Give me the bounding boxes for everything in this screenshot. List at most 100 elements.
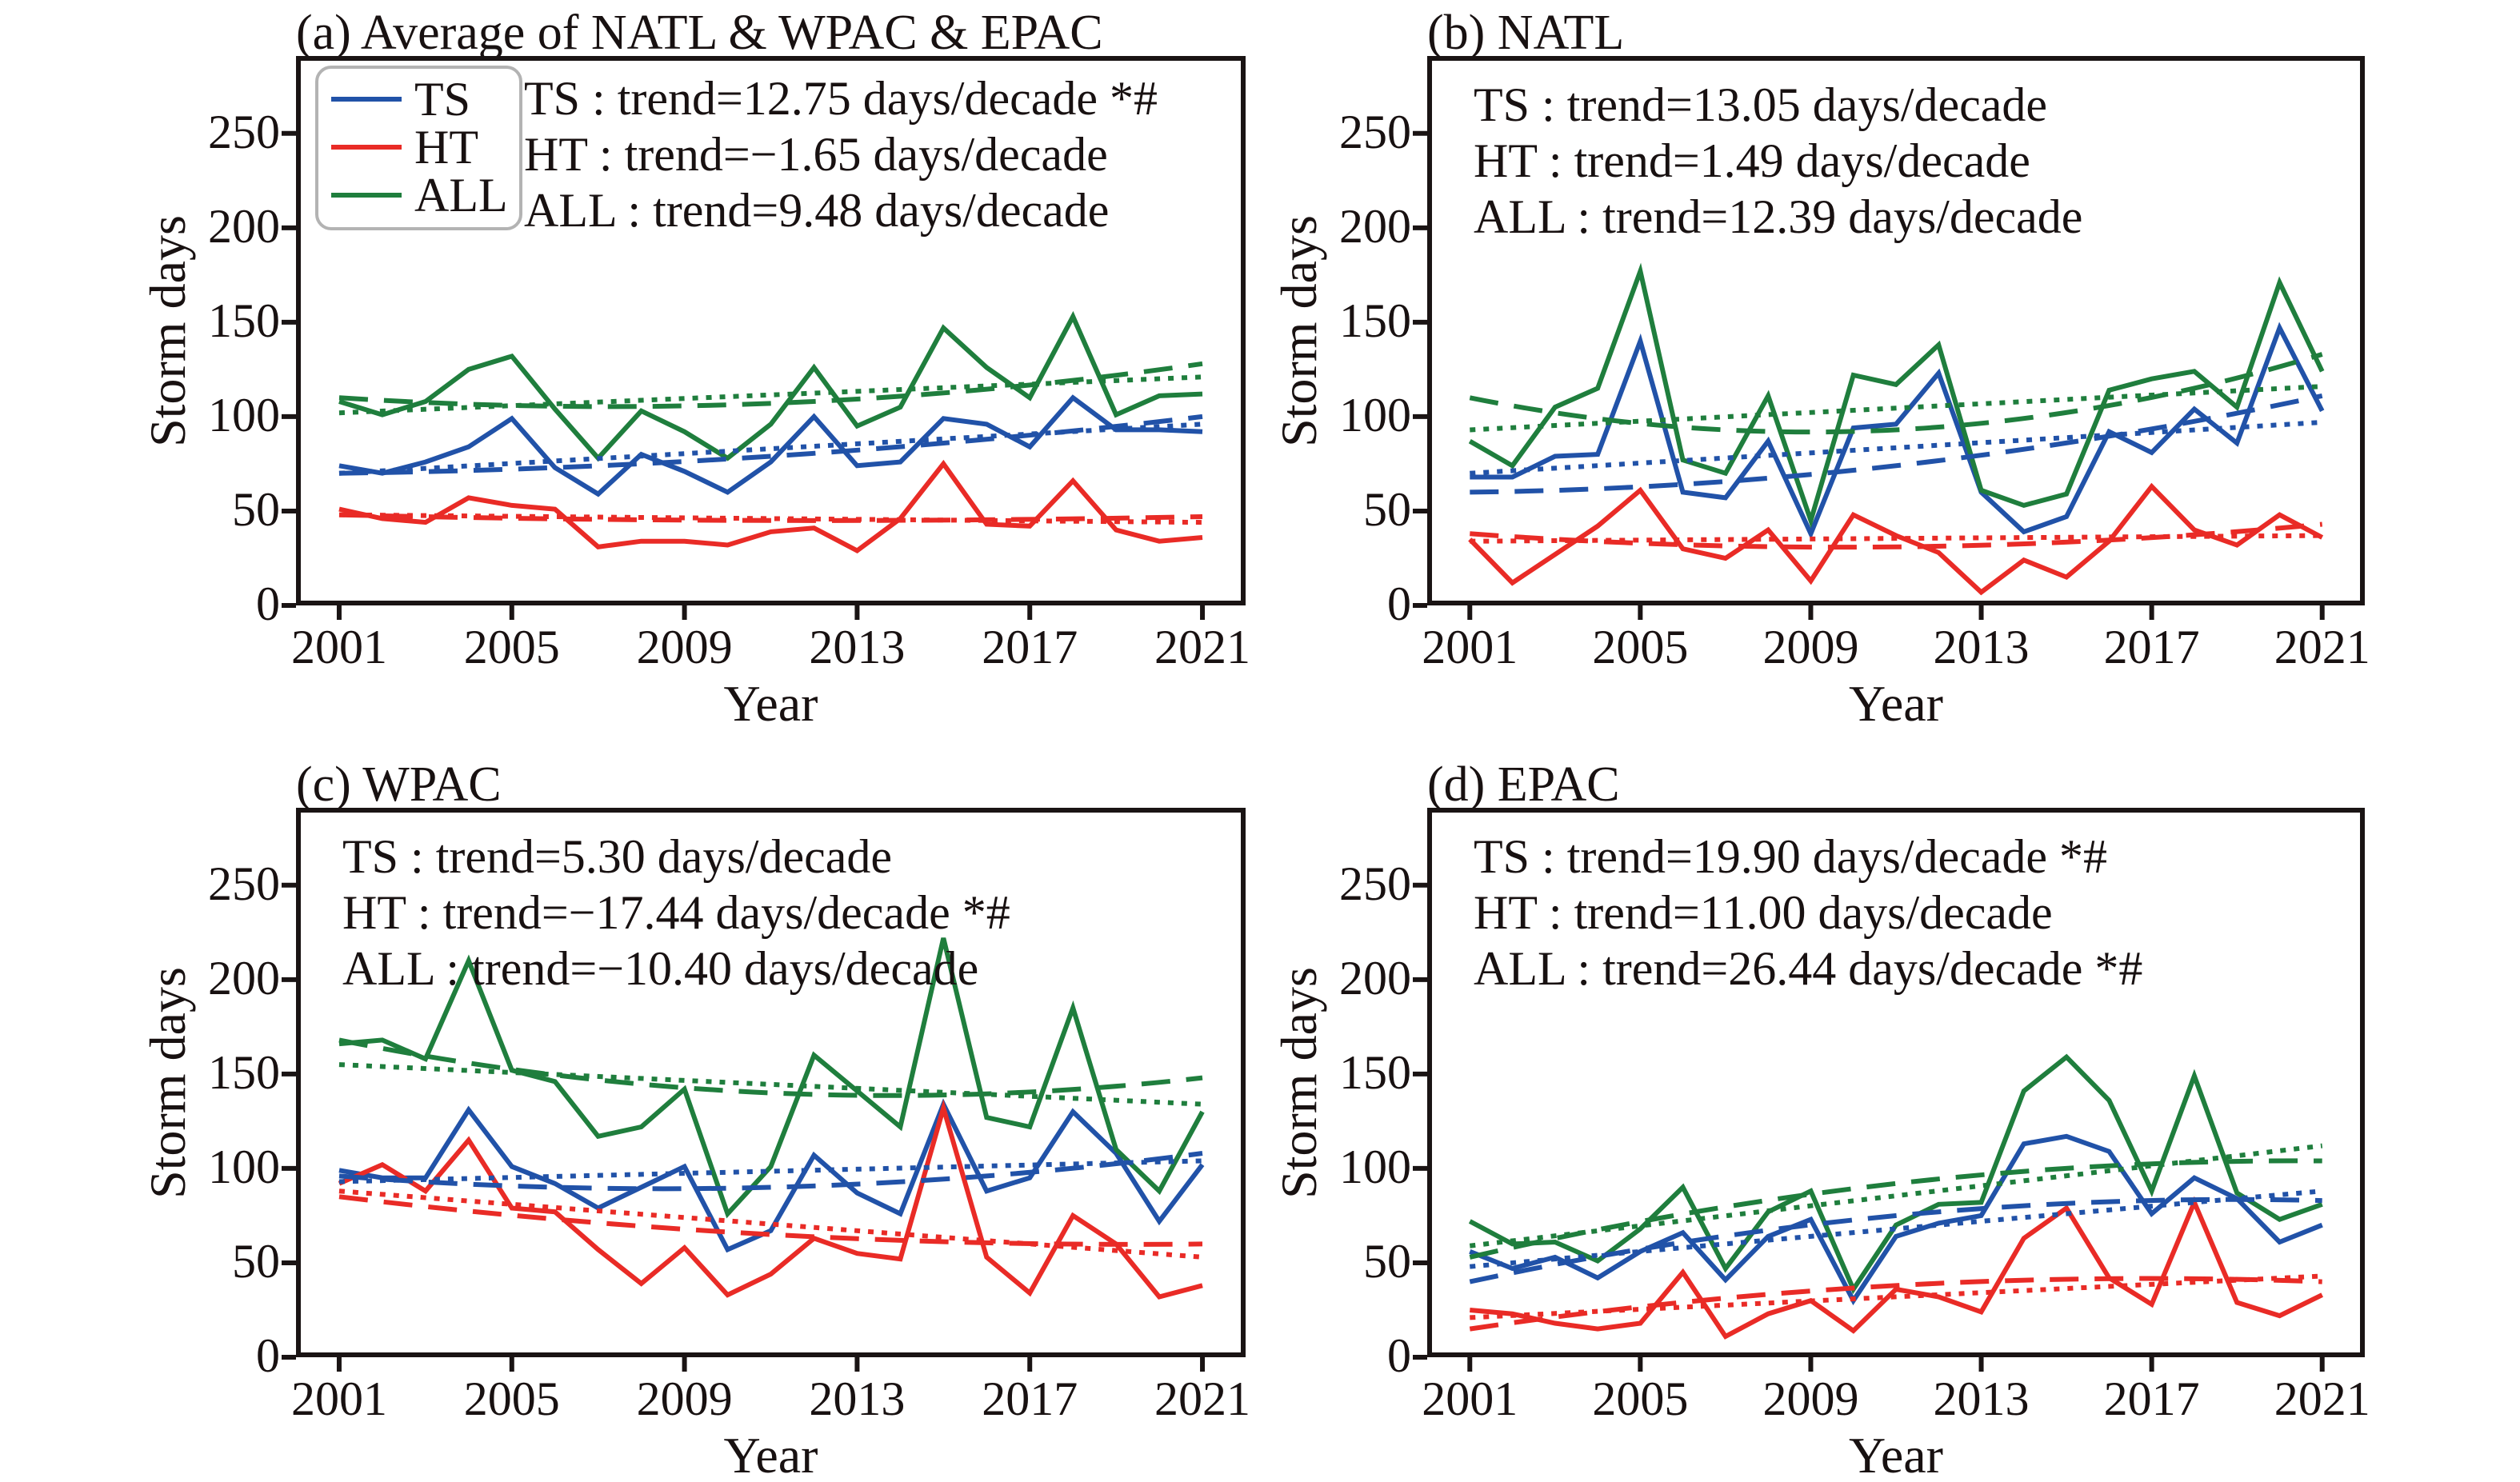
y-tick-label: 250 [1339,105,1411,158]
x-tick-label: 2021 [2274,621,2370,673]
line-HT-solid [1470,1196,2324,1340]
trend-ALL-dashed [338,361,1203,409]
trend-text-ts: TS : trend=13.05 days/decade [1474,78,2047,131]
trend-HT-dotted [338,1188,1203,1260]
x-tick-label: 2005 [1592,1372,1689,1425]
x-tick-label: 2017 [2103,1372,2200,1425]
x-tick-label: 2017 [982,621,1078,673]
y-tick-label: 250 [208,857,280,910]
line-TS-solid [1470,322,2325,540]
y-tick-label: 50 [1363,1235,1411,1288]
trend-HT-dotted [1470,1273,2322,1320]
x-tick-label: 2013 [1933,1372,2030,1425]
trend-text-all: ALL : trend=9.48 days/decade [524,184,1110,237]
line-ALL-solid [338,310,1203,462]
y-tick-label: 250 [1339,857,1411,910]
line-HT-solid [338,459,1203,554]
y-axis-label: Storm days [139,214,196,447]
trend-ALL-dashed [338,1037,1203,1098]
legend-box: TS HT ALL [315,66,522,230]
trend-TS-dotted [338,421,1203,476]
x-axis-label: Year [723,675,818,732]
y-tick-label: 200 [208,951,280,1005]
panel-title: (c) WPAC [296,757,502,812]
trend-text-ht: HT : trend=−17.44 days/decade *# [342,886,1010,939]
y-tick-label: 200 [1339,199,1411,253]
trend-text-ts: TS : trend=5.30 days/decade [342,830,892,883]
trend-TS-dotted [338,1158,1203,1184]
trend-TS-dashed [1469,1196,2322,1284]
panel-title: (d) EPAC [1427,757,1620,812]
panel-average: (a) Average of NATL & WPAC & EPAC Storm … [139,6,1250,732]
trend-HT-dashed [338,512,1203,523]
trend-text-ht: HT : trend=11.00 days/decade [1474,886,2053,939]
line-TS-solid [1469,1133,2323,1306]
trend-ALL-dotted [1469,1143,2323,1248]
legend-item-ht: HT [331,121,508,174]
x-tick-label: 2005 [463,621,560,673]
y-tick-label: 150 [208,1045,280,1099]
trend-annotations: TS : trend=19.90 days/decade *# HT : tre… [1474,829,2142,997]
panel-epac: (d) EPAC Storm days Year TS : trend=19.9… [1270,757,2370,1482]
y-tick-label: 0 [1387,577,1411,631]
y-tick-label: 0 [1387,1329,1411,1383]
x-tick-label: 2005 [463,1372,560,1425]
panel-title: (a) Average of NATL & WPAC & EPAC [296,6,1103,60]
trend-text-all: ALL : trend=−10.40 days/decade [342,942,979,995]
legend-item-ts: TS [331,73,508,126]
all-line-swatch [331,193,402,198]
x-tick-label: 2009 [1762,1372,1859,1425]
y-tick-label: 200 [208,199,280,253]
trend-TS-dashed [338,413,1203,476]
y-tick-label: 0 [256,1329,280,1383]
trend-TS-dotted [1470,420,2322,476]
trend-text-all: ALL : trend=26.44 days/decade *# [1474,942,2143,995]
x-tick-label: 2021 [1154,1372,1251,1425]
x-tick-label: 2013 [809,621,906,673]
x-tick-label: 2005 [1592,621,1689,673]
trend-HT-dashed [1470,521,2322,550]
trend-HT-dotted [1470,533,2322,544]
x-tick-label: 2001 [1422,621,1518,673]
y-tick-label: 200 [1339,951,1411,1005]
trend-HT-dashed [1469,1276,2322,1332]
trend-ALL-dashed [1469,352,2323,435]
x-axis-label: Year [723,1427,818,1482]
trend-TS-dashed [1470,393,2323,495]
trend-text-ts: TS : trend=19.90 days/decade *# [1474,830,2107,883]
x-tick-label: 2021 [1154,621,1251,673]
line-ALL-solid [1468,1053,2323,1295]
trend-text-ts: TS : trend=12.75 days/decade *# [524,72,1158,125]
x-axis-label: Year [1849,675,1943,732]
y-tick-label: 100 [208,389,280,442]
x-tick-label: 2009 [636,1372,733,1425]
x-tick-label: 2021 [2274,1372,2370,1425]
x-tick-label: 2009 [636,621,733,673]
legend-label-ts: TS [414,72,471,126]
line-ALL-solid [1468,262,2325,529]
line-TS-solid [338,394,1203,497]
ts-line-swatch [331,97,402,102]
x-tick-label: 2001 [1422,1372,1518,1425]
y-axis-label: Storm days [139,966,196,1199]
y-tick-label: 0 [256,577,280,631]
x-tick-label: 2013 [1933,621,2030,673]
y-tick-label: 50 [232,483,280,537]
trend-TS-dashed [338,1151,1203,1192]
y-tick-label: 250 [208,105,280,158]
trend-annotations: TS : trend=12.75 days/decade *# HT : tre… [524,70,1158,238]
x-tick-label: 2017 [982,1372,1078,1425]
trend-ALL-dotted [1470,384,2322,433]
y-tick-label: 50 [232,1235,280,1288]
panel-title: (b) NATL [1427,6,1625,60]
panel-natl: (b) NATL Storm days Year TS : trend=13.0… [1270,6,2370,732]
x-tick-label: 2001 [290,1372,387,1425]
ht-line-swatch [331,145,402,150]
line-TS-solid [338,1098,1205,1253]
trend-text-ht: HT : trend=1.49 days/decade [1474,134,2030,187]
x-tick-label: 2013 [809,1372,906,1425]
trend-annotations: TS : trend=13.05 days/decade HT : trend=… [1474,77,2082,245]
trend-annotations: TS : trend=5.30 days/decade HT : trend=−… [342,829,1010,997]
y-axis-label: Storm days [1270,966,1327,1199]
